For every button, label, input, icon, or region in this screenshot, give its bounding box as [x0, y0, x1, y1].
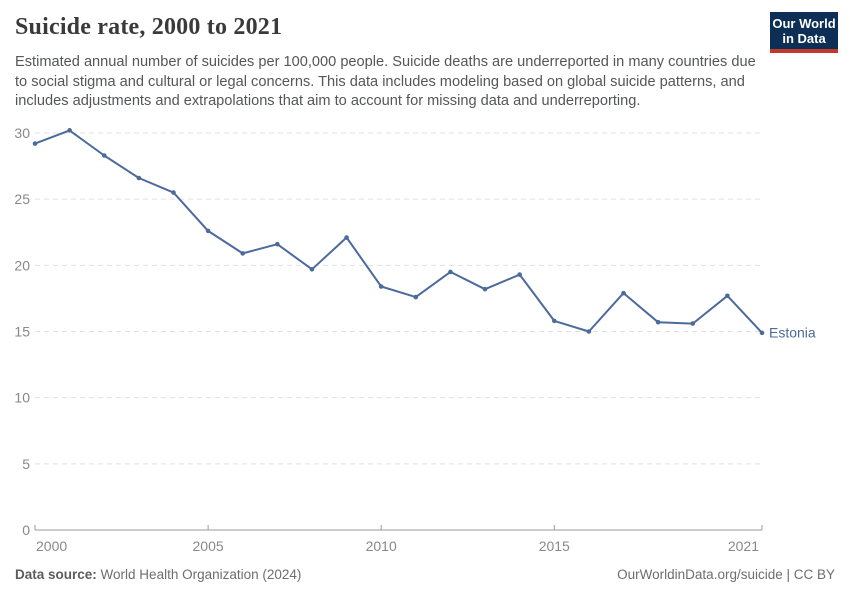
data-point[interactable] [690, 321, 696, 326]
data-point[interactable] [655, 319, 661, 325]
data-point[interactable] [586, 329, 592, 334]
data-point[interactable] [67, 128, 72, 133]
data-point[interactable] [32, 141, 38, 146]
data-point[interactable] [240, 251, 246, 256]
y-tick-label: 20 [14, 257, 30, 273]
x-tick-label: 2015 [539, 538, 570, 554]
data-point[interactable] [171, 190, 176, 195]
y-tick-label: 25 [14, 191, 30, 207]
data-point[interactable] [378, 284, 384, 289]
data-point[interactable] [344, 235, 349, 240]
data-point[interactable] [482, 286, 488, 292]
data-point[interactable] [136, 175, 142, 181]
y-tick-label: 5 [22, 456, 30, 472]
data-point[interactable] [621, 290, 626, 296]
owid-logo-line2: in Data [782, 31, 826, 46]
x-tick-label: 2010 [366, 538, 397, 554]
data-point[interactable] [101, 153, 107, 158]
data-point[interactable] [517, 272, 522, 277]
data-point[interactable] [413, 294, 419, 300]
series-line[interactable] [34, 129, 763, 334]
x-tick-label: 2000 [36, 538, 67, 554]
chart-subtitle: Estimated annual number of suicides per … [15, 54, 756, 109]
y-tick-label: 30 [14, 125, 30, 141]
y-tick-label: 0 [22, 522, 30, 538]
data-point[interactable] [448, 269, 453, 275]
owid-logo[interactable]: Our World in Data [770, 12, 838, 53]
y-tick-label: 15 [14, 324, 30, 340]
data-point[interactable] [725, 293, 730, 299]
data-source-value: World Health Organization (2024) [100, 567, 302, 582]
data-source-label: Data source: [15, 567, 97, 582]
data-point[interactable] [275, 241, 280, 247]
data-point[interactable] [205, 228, 211, 234]
x-tick-label: 2005 [193, 538, 224, 554]
line-chart: 0 5 10 15 20 25 30 2000 2005 2010 2015 2021 Estonia [14, 125, 816, 554]
data-point[interactable] [759, 330, 765, 336]
y-tick-label: 10 [14, 390, 30, 406]
data-point[interactable] [551, 318, 557, 324]
data-point[interactable] [309, 267, 315, 272]
owid-logo-line1: Our World [772, 16, 836, 31]
data-source: Data source: World Health Organization (… [15, 567, 301, 582]
credit-link[interactable]: OurWorldinData.org/suicide | CC BY [617, 567, 835, 582]
entity-label: Estonia [769, 324, 816, 340]
page-title: Suicide rate, 2000 to 2021 [15, 14, 283, 40]
chart-footer: Data source: World Health Organization (… [15, 567, 835, 582]
x-tick-label: 2021 [728, 538, 759, 554]
